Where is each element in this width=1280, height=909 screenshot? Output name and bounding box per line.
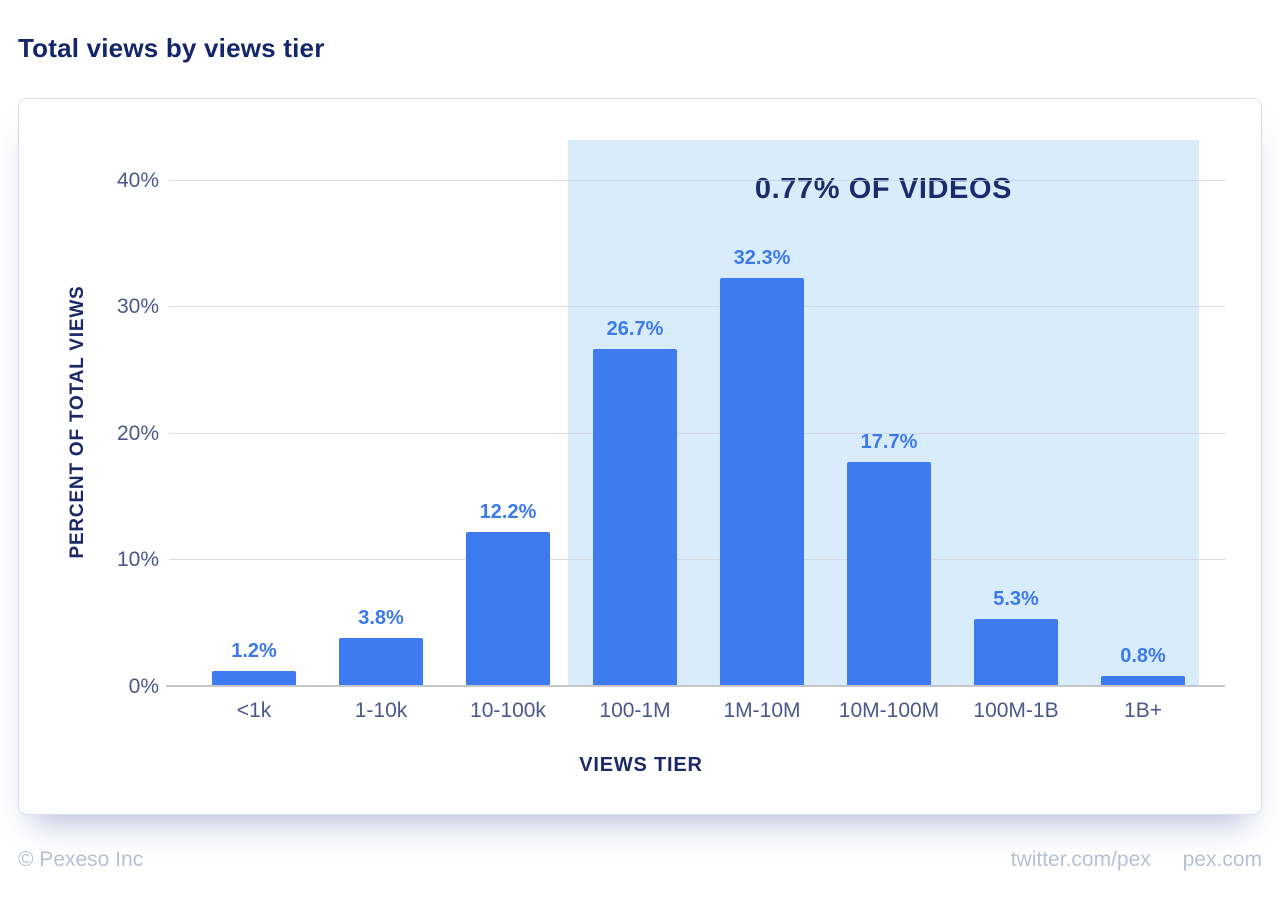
highlight-annotation: 0.77% OF VIDEOS [754,173,1013,205]
y-tick-label: 20% [116,421,159,445]
gridline-20 [169,432,1225,434]
page-title: Total views by views tier [18,33,325,63]
y-tick-label: 0% [128,674,159,698]
x-tick-label: <1k [236,699,272,722]
bar-100-1M [593,349,677,686]
bar-10-100k [466,532,550,686]
gridline-30 [169,306,1225,308]
y-tick-label: 10% [116,548,159,572]
footer-site-link: pex.com [1182,848,1262,871]
bar-value-label: 3.8% [358,607,404,629]
x-tick-label: 1M-10M [723,699,801,722]
bar-value-label: 17.7% [860,431,918,453]
bar-1B+ [1101,676,1185,686]
gridline-10 [169,559,1225,561]
y-tick-label: 40% [116,168,159,192]
bar-value-label: 1.2% [231,640,277,662]
bar-value-label: 12.2% [479,501,537,523]
footer: © Pexeso Inc twitter.com/pex pex.com [18,848,1262,872]
x-tick-label: 100-1M [599,699,671,722]
bar-100M-1B [974,619,1058,686]
footer-links: twitter.com/pex pex.com [1011,848,1262,872]
bar-<1k [212,671,296,686]
bar-10M-100M [847,462,931,686]
bar-value-label: 32.3% [733,247,791,269]
bar-value-label: 5.3% [993,588,1039,610]
gridline-40 [169,179,1225,181]
x-tick-label: 100M-1B [973,699,1059,722]
y-tick-label: 30% [116,295,159,319]
x-tick-label: 10-100k [470,699,546,722]
footer-twitter-link: twitter.com/pex [1010,848,1151,871]
bar-value-label: 26.7% [606,318,664,340]
x-tick-label: 1-10k [354,699,408,722]
x-tick-label: 10M-100M [838,699,940,722]
footer-copyright: © Pexeso Inc [18,848,144,871]
chart-card: 0.77% OF VIDEOS 0% 10% 20% 30% 40% 1.2% 3.8% 1… [18,98,1262,815]
bar-value-label: 0.8% [1120,645,1166,667]
bar-chart: 0.77% OF VIDEOS 0% 10% 20% 30% 40% 1.2% 3.8% 1… [19,99,1261,814]
bar-1-10k [339,638,423,686]
x-axis-title: VIEWS TIER [579,754,703,776]
y-axis-title: PERCENT OF TOTAL VIEWS [67,285,88,559]
x-tick-label: 1B+ [1124,699,1162,722]
x-axis-line [166,685,1225,687]
bar-1M-10M [720,278,804,686]
